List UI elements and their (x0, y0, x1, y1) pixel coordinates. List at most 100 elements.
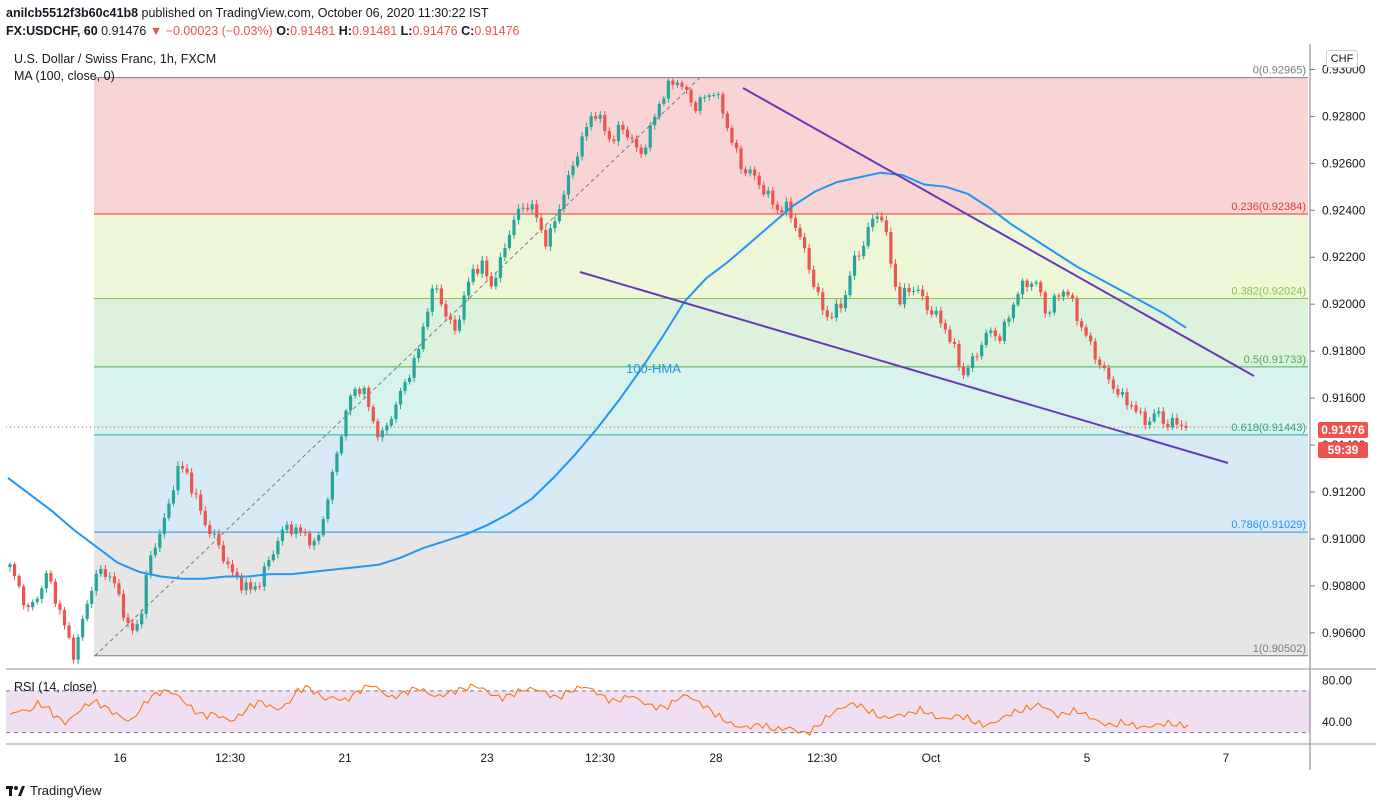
rsi-tick-label: 80.00 (1322, 673, 1352, 687)
candle-body (153, 547, 157, 556)
candle-body (208, 525, 212, 534)
candle-body (71, 637, 76, 660)
candle-body (1102, 365, 1106, 368)
candle-body (35, 598, 39, 602)
candle-body (1039, 282, 1043, 293)
candle-body (911, 291, 916, 293)
fib-zone (94, 214, 1308, 299)
candle-body (961, 366, 966, 376)
price-tick-label: 0.91600 (1322, 391, 1366, 405)
candle-body (503, 248, 507, 258)
rsi-legend: RSI (14, close) (14, 680, 97, 694)
candle-body (267, 560, 271, 567)
price-tick-label: 0.92400 (1322, 203, 1366, 217)
fibonacci-retracement[interactable]: 0(0.92965) 0.236(0.92384) 0.382(0.92024) 0.… (94, 65, 1308, 657)
tradingview-brand: TradingView (30, 783, 102, 798)
close-value: 0.91476 (474, 24, 520, 38)
candle-body (648, 125, 652, 148)
candle-body (644, 147, 648, 155)
candle-body (893, 263, 898, 287)
candle-body (494, 277, 498, 287)
candle-body (58, 603, 62, 611)
candle-body (317, 534, 321, 541)
candle-body (916, 289, 920, 292)
candle-body (1011, 304, 1016, 319)
candle-body (17, 575, 21, 587)
candle-body (821, 292, 825, 311)
candle-body (221, 545, 226, 562)
candle-body (8, 564, 12, 568)
candle-body (952, 341, 957, 344)
candle-body (226, 561, 230, 565)
candle-body (280, 529, 285, 542)
candle-body (12, 564, 17, 576)
countdown-badge: 59:39 (1318, 442, 1368, 458)
currency-selector[interactable]: CHF (1326, 50, 1358, 68)
candle-body (453, 319, 457, 331)
candle-body (798, 227, 802, 238)
candle-body (825, 310, 829, 317)
candle-body (239, 577, 244, 591)
rsi-band-fill (6, 690, 1310, 733)
candle-body (866, 226, 870, 246)
time-tick-label: 7 (1223, 751, 1230, 765)
candle-body (766, 190, 770, 195)
tradingview-logo[interactable]: TradingView (6, 783, 102, 798)
trend-lines[interactable] (579, 87, 1255, 464)
candlesticks (8, 78, 1188, 665)
candle-body (1048, 312, 1052, 314)
candle-body (217, 533, 221, 546)
candle-body (498, 257, 502, 278)
candle-body (775, 204, 779, 211)
candle-body (398, 390, 403, 405)
fib-zone (94, 298, 1308, 367)
rsi-pane[interactable]: 80.00 40.00 (6, 673, 1352, 737)
ma-100-line (7, 171, 1187, 580)
candle-body (957, 343, 961, 367)
candle-body (748, 169, 752, 174)
candle-body (1084, 327, 1088, 336)
candle-body (1034, 282, 1038, 284)
candle-body (975, 356, 979, 358)
fib-level-label: 0.618(0.91443) (1231, 422, 1306, 434)
candle-body (875, 216, 879, 219)
candle-body (199, 494, 203, 511)
candle-body (130, 623, 135, 631)
candle-body (380, 430, 384, 438)
price-change: ▼ −0.00023 (−0.03%) (149, 24, 273, 38)
candle-body (998, 336, 1002, 341)
candle-body (444, 304, 448, 317)
candle-body (362, 387, 366, 394)
candle-body (852, 255, 857, 276)
rsi-line (9, 683, 1189, 737)
candle-body (739, 148, 743, 170)
candle-body (548, 228, 552, 247)
candle-body (857, 255, 861, 257)
candle-body (780, 210, 784, 213)
candle-body (1129, 405, 1134, 407)
price-tick-label: 0.91800 (1322, 344, 1366, 358)
annotations: 100-HMA (6, 361, 1310, 428)
candle-body (598, 115, 602, 119)
candle-body (553, 221, 557, 229)
chart-title: U.S. Dollar / Swiss Franc, 1h, FXCM (14, 52, 217, 66)
time-tick-label: 28 (709, 751, 723, 765)
candle-body (439, 288, 443, 305)
candle-body (421, 326, 425, 349)
candle-body (1161, 411, 1165, 424)
axes: 0.930000.928000.926000.924000.922000.920… (6, 44, 1376, 770)
author-name[interactable]: anilcb5512f3b60c41b8 (6, 6, 139, 20)
candle-body (1143, 411, 1147, 426)
candle-body (176, 466, 180, 491)
candle-body (485, 260, 489, 277)
candle-body (489, 276, 493, 287)
candle-body (1138, 411, 1143, 413)
candle-body (530, 204, 534, 210)
candle-body (680, 82, 684, 87)
candle-body (81, 618, 85, 638)
candle-body (103, 569, 107, 578)
candle-body (789, 201, 793, 219)
candle-body (448, 316, 453, 320)
candle-body (607, 130, 611, 140)
